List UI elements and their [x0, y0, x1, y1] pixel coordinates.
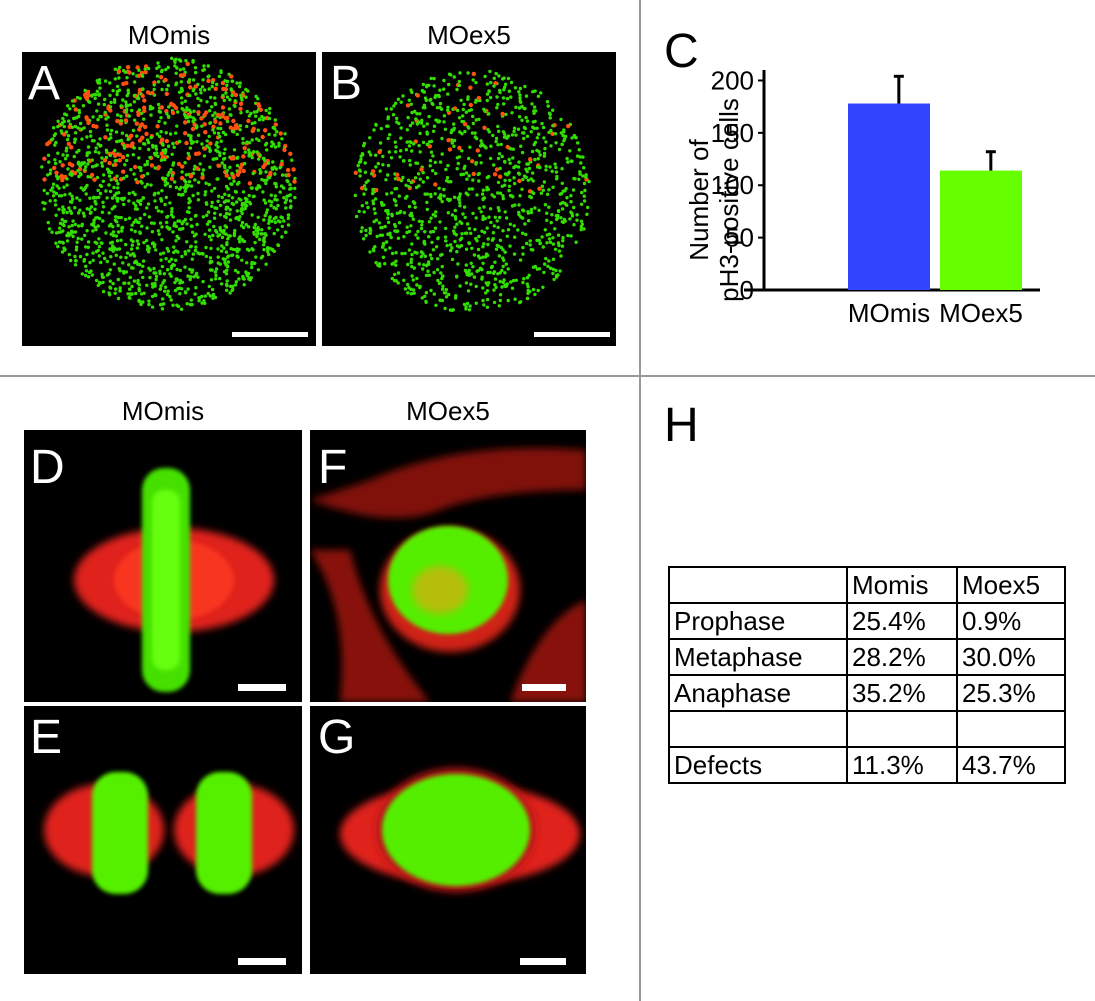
defective-spindle-image-2 [340, 768, 580, 892]
defective-spindle-image [310, 448, 586, 702]
table-row: Anaphase 35.2% 25.3% [668, 674, 1066, 712]
y-tick-label: 50 [725, 223, 754, 253]
micrograph-panel-f: F [310, 430, 586, 702]
column-title-moex5-bottom: MOex5 [406, 396, 490, 426]
panel-label-d: D [30, 441, 65, 494]
y-tick-label: 200 [711, 65, 754, 95]
table-cell: Anaphase [668, 674, 848, 712]
scale-bar [522, 684, 566, 691]
bar-moex5 [940, 170, 1022, 290]
embryo-image-moex5 [353, 69, 591, 312]
table-cell: Metaphase [668, 638, 848, 676]
x-tick-label: MOex5 [939, 298, 1023, 328]
table-cell: 43.7% [956, 746, 1066, 784]
table-row: Defects 11.3% 43.7% [668, 746, 1066, 784]
panel-label-f: F [318, 441, 348, 494]
table-header-cell [668, 566, 848, 604]
micrograph-panel-e: E [24, 706, 302, 974]
micrograph-panel-a: A [22, 52, 316, 346]
table-header-cell: Momis [846, 566, 958, 604]
panel-label-b: B [330, 57, 363, 110]
table-cell: 30.0% [956, 638, 1066, 676]
column-title-momis-top: MOmis [127, 20, 211, 50]
table-cell: 28.2% [846, 638, 958, 676]
embryo-image-momis [40, 56, 297, 311]
table-cell [846, 710, 958, 748]
x-tick-label: MOmis [848, 298, 930, 328]
y-tick-label: 100 [711, 170, 754, 200]
table-cell: 35.2% [846, 674, 958, 712]
horizontal-divider [0, 375, 1095, 377]
table-header-row: Momis Moex5 [668, 566, 1066, 604]
mitosis-phase-table: Momis Moex5 Prophase 25.4% 0.9% Metaphas… [668, 566, 1066, 784]
table-row: Metaphase 28.2% 30.0% [668, 638, 1066, 676]
scale-bar [232, 332, 308, 337]
panel-label-a: A [28, 57, 61, 110]
scale-bar [238, 684, 286, 691]
table-cell: 25.3% [956, 674, 1066, 712]
panel-label-c: C [664, 25, 699, 78]
column-title-momis-bottom: MOmis [121, 396, 205, 426]
table-row: Prophase 25.4% 0.9% [668, 602, 1066, 640]
micrograph-panel-b: B [322, 52, 616, 346]
table-cell: 25.4% [846, 602, 958, 640]
table-cell: Prophase [668, 602, 848, 640]
table-cell [956, 710, 1066, 748]
bar-chart-ph3: 0 50 100 150 200 Number of pH3-positive cells M… [684, 65, 1040, 328]
micrograph-panel-d: D [24, 430, 302, 702]
panel-label-g: G [318, 711, 356, 764]
table-cell [668, 710, 848, 748]
y-tick-label: 0 [740, 275, 754, 305]
scale-bar [534, 332, 610, 337]
table-cell: 0.9% [956, 602, 1066, 640]
panel-label-h: H [664, 399, 699, 452]
scale-bar [238, 958, 286, 965]
bar-momis [848, 103, 930, 291]
y-axis-label: Number of [684, 139, 714, 261]
table-header-cell: Moex5 [956, 566, 1066, 604]
y-tick-label: 150 [711, 118, 754, 148]
metaphase-spindle-image [74, 468, 274, 692]
y-axis-label: pH3-positive cells [714, 98, 744, 302]
table-cell: 11.3% [846, 746, 958, 784]
anaphase-spindle-image [44, 772, 294, 894]
vertical-divider [639, 0, 641, 1001]
scale-bar [520, 958, 566, 965]
micrograph-panel-g: G [310, 706, 586, 974]
panel-label-e: E [30, 711, 63, 764]
column-title-moex5-top: MOex5 [427, 20, 511, 50]
table-cell: Defects [668, 746, 848, 784]
table-row [668, 710, 1066, 748]
